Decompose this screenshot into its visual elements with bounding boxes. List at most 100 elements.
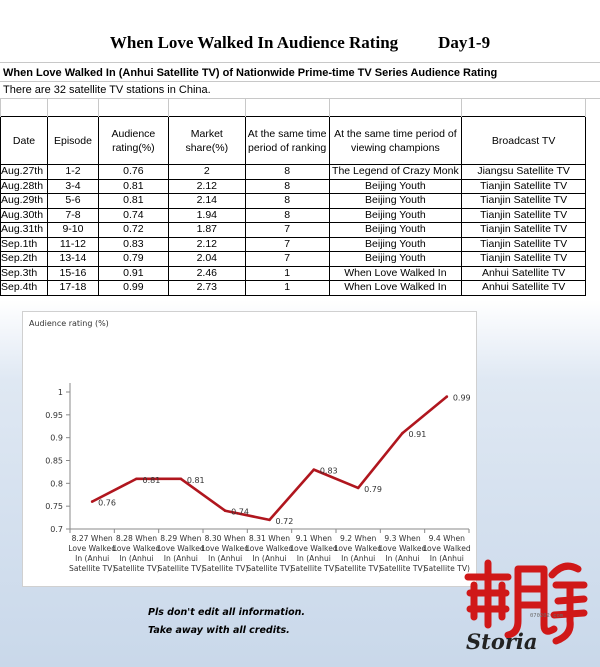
table-cell: Jiangsu Satellite TV [461,164,586,180]
table-cell: Anhui Satellite TV [461,280,586,296]
data-label: 0.79 [364,485,382,494]
x-tick-label: Love Walked [157,544,205,553]
table-spacer-row [0,99,586,117]
y-tick-label: 0.7 [50,525,63,534]
table-cell: Beijing Youth [328,236,463,252]
table-row: Sep.1th 11-12 0.83 2.12 7 Beijing Youth Tianji… [0,236,586,252]
data-label: 0.83 [320,467,338,476]
table-cell: Anhui Satellite TV [461,265,586,281]
data-point [356,486,360,490]
svg-text:070202.com: 070202.com [530,613,564,619]
table-cell: 1-2 [46,164,99,180]
table-subtitle: When Love Walked In (Anhui Satellite TV)… [0,62,600,82]
x-tick-label: 9.1 When [296,534,332,543]
table-cell: 7 [244,236,330,252]
table-cell: 0.99 [97,280,169,296]
chart-canvas: Audience rating (%) 0.7 0.75 0.8 0.85 0.9 0.95… [29,319,471,573]
table-cell: Tianjin Satellite TV [461,193,586,209]
y-tick-label: 0.85 [45,457,63,466]
storia-logo: 070202.com Storia [464,559,588,654]
table-cell: Beijing Youth [328,251,463,267]
x-tick-label: 8.31 When [249,534,290,543]
table-cell: 2 [167,164,246,180]
x-tick-label: In (Anhui [297,554,331,563]
table-cell: 8 [244,193,330,209]
x-tick-label: Love Walked [201,544,249,553]
table-cell: 0.81 [97,193,169,209]
stations-note: There are 32 satellite TV stations in Ch… [0,82,600,99]
table-cell: 0.79 [97,251,169,267]
x-tick-label: In (Anhui [164,554,198,563]
data-point [223,509,227,513]
data-label: 0.81 [143,476,161,485]
x-tick-label: In (Anhui [430,554,464,563]
table-cell: Aug.29th [0,193,48,209]
table-cell: Aug.31th [0,222,48,238]
table-cell: When Love Walked In [328,265,463,281]
x-tick-label: Satellite TV) [246,564,292,573]
page-title-text: When Love Walked In Audience Rating [109,33,399,52]
table-cell: 0.72 [97,222,169,238]
x-tick-label: 9.3 When [384,534,420,543]
column-header: Date [0,116,48,165]
x-tick-label: In (Anhui [252,554,286,563]
data-point [90,500,94,503]
rating-line-chart: Audience rating (%) 0.7 0.75 0.8 0.85 0.9 0.95… [22,311,477,587]
table-cell: Sep.1th [0,236,48,252]
x-tick-label: Satellite TV) [335,564,381,573]
x-tick-label: 9.2 When [340,534,376,543]
x-tick-label: In (Anhui [75,554,109,563]
table-cell: 1 [244,265,330,281]
table-header-row: Date Episode Audience rating(%) Market s… [0,116,586,165]
x-tick-label: Satellite TV) [424,564,470,573]
series-line [91,395,448,522]
x-tick-label: Satellite TV) [158,564,204,573]
table-cell: Aug.28th [0,178,48,194]
table-cell: When Love Walked In [328,280,463,296]
footer-note-edit: Pls don't edit all information. [148,607,305,618]
data-point [179,477,183,481]
column-header: Broadcast TV [461,116,586,165]
table-row: Aug.27th 1-2 0.76 2 8 The Legend of Crazy Mon… [0,164,586,180]
y-tick-label: 1 [58,388,63,397]
data-point [401,431,404,435]
ratings-table: Date Episode Audience rating(%) Market s… [0,99,586,296]
data-label: 0.74 [231,508,249,517]
table-cell: Beijing Youth [328,193,463,209]
page-title-days: Day1-9 [438,33,491,52]
table-cell: 8 [244,178,330,194]
page-title: When Love Walked In Audience Rating Day1-… [0,33,600,53]
table-cell: 1 [244,280,330,296]
table-cell: 17-18 [46,280,99,296]
table-row: Aug.28th 3-4 0.81 2.12 8 Beijing Youth Tianjin… [0,178,586,194]
column-header: Episode [46,116,99,165]
table-cell: Tianjin Satellite TV [461,178,586,194]
table-cell: 1.87 [167,222,246,238]
data-label: 0.91 [409,430,427,439]
table-cell: 7 [244,251,330,267]
table-cell: 0.81 [97,178,169,194]
table-cell: 2.14 [167,193,246,209]
x-tick-label: Satellite TV) [379,564,425,573]
table-cell: Sep.2th [0,251,48,267]
x-tick-label: In (Anhui [208,554,242,563]
x-tick-label: In (Anhui [385,554,419,563]
table-cell: 0.74 [97,207,169,223]
svg-text:Storia: Storia [466,629,538,654]
table-cell: Beijing Youth [328,222,463,238]
table-cell: 13-14 [46,251,99,267]
table-cell: 9-10 [46,222,99,238]
table-row: Sep.3th 15-16 0.91 2.46 1 When Love Walked In… [0,265,586,281]
table-row: Aug.31th 9-10 0.72 1.87 7 Beijing Youth Tianji… [0,222,586,238]
table-cell: 0.91 [97,265,169,281]
column-header: At the same time period of viewing champ… [328,116,463,165]
column-header: Audience rating(%) [97,116,169,165]
table-cell: Tianjin Satellite TV [461,236,586,252]
x-tick-label: Satellite TV) [202,564,248,573]
data-point [445,395,449,398]
table-cell: The Legend of Crazy Monk [328,164,463,180]
table-cell: Tianjin Satellite TV [461,207,586,223]
x-tick-label: Satellite TV) [291,564,337,573]
table-cell: Sep.3th [0,265,48,281]
table-cell: 5-6 [46,193,99,209]
